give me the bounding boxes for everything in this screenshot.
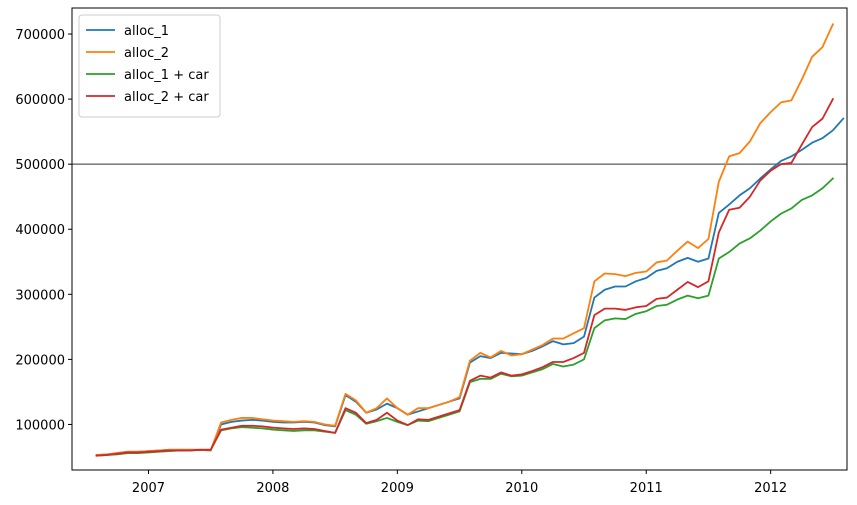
- x-tick-label: 2008: [256, 481, 289, 496]
- x-axis: 2007 2008 2009 2010 2011 2012: [132, 470, 787, 496]
- legend-label-1: alloc_1: [124, 24, 169, 39]
- y-tick-label: 200000: [15, 353, 65, 368]
- legend-label-4: alloc_2 + car: [124, 90, 209, 105]
- y-tick-label: 300000: [15, 288, 65, 303]
- x-tick-label: 2010: [505, 481, 538, 496]
- x-tick-label: 2012: [754, 481, 787, 496]
- y-tick-label: 600000: [15, 93, 65, 108]
- x-tick-label: 2007: [132, 481, 165, 496]
- y-axis: 100000 200000 300000 400000 500000 600000 7000…: [15, 28, 72, 433]
- series-line-4: [95, 97, 835, 457]
- x-tick-label: 2009: [381, 481, 414, 496]
- series-line-2: [95, 23, 835, 456]
- y-tick-label: 700000: [15, 28, 65, 43]
- legend-box: [78, 14, 221, 118]
- series-layer: [95, 23, 845, 457]
- y-tick-label: 500000: [15, 158, 65, 173]
- y-tick-label: 100000: [15, 418, 65, 433]
- plot-frame: [71, 7, 848, 471]
- y-tick-label: 400000: [15, 223, 65, 238]
- legend-label-2: alloc_2: [124, 46, 169, 61]
- x-tick-label: 2011: [630, 481, 663, 496]
- legend: alloc_1 alloc_2 alloc_1 + car alloc_2 + car: [78, 14, 221, 118]
- legend-label-3: alloc_1 + car: [124, 68, 209, 83]
